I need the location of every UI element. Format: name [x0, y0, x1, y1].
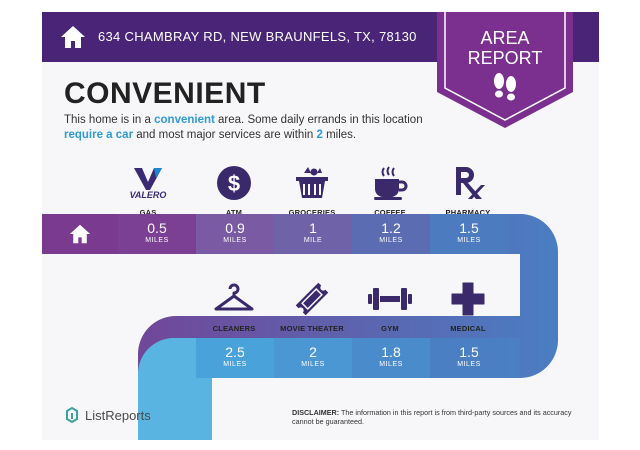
- distance-cell-pharmacy: 1.5 MILES: [430, 214, 508, 254]
- dumbbell-icon: [368, 288, 412, 310]
- distance-unit: MILES: [301, 361, 325, 368]
- badge-line-2: REPORT: [467, 48, 543, 68]
- distance-value: 1: [309, 220, 317, 236]
- valero-wordmark: VALERO: [130, 190, 167, 200]
- distance-band-row1: 0.5 MILES 0.9 MILES 1 MILE 1.2 MILES 1.5…: [42, 214, 520, 254]
- service-coffee: COFFEE: [350, 164, 430, 217]
- desc-text-3: and most major services are within: [133, 129, 317, 141]
- service-label: GROCERIES: [288, 208, 336, 217]
- service-label: MOVIE THEATER: [280, 324, 344, 333]
- distance-cell-gym: 1.8 MILES: [352, 338, 430, 378]
- service-label: CLEANERS: [212, 324, 256, 333]
- footprints-icon: [494, 73, 516, 101]
- service-gym: GYM: [350, 280, 430, 333]
- service-movie-theater: MOVIE THEATER: [272, 280, 352, 333]
- service-label: GAS: [139, 208, 157, 217]
- distance-unit: MILES: [457, 361, 481, 368]
- listreports-logo-text: ListReports: [85, 407, 151, 423]
- distance-value: 2: [309, 344, 317, 360]
- disclaimer-label: DISCLAIMER:: [292, 408, 340, 417]
- distance-cell-coffee: 1.2 MILES: [352, 214, 430, 254]
- distance-unit: MILES: [145, 237, 169, 244]
- distance-value: 1.2: [381, 220, 401, 236]
- area-report-badge: AREA REPORT: [437, 12, 573, 132]
- badge-line-1: AREA: [480, 28, 530, 48]
- svg-text:$: $: [228, 171, 240, 196]
- service-label: PHARMACY: [445, 208, 491, 217]
- distance-cell-atm: 0.9 MILES: [196, 214, 274, 254]
- service-label: COFFEE: [374, 208, 406, 217]
- desc-highlight-2: require a car: [64, 129, 134, 141]
- distance-cell-groceries: 1 MILE: [274, 214, 352, 254]
- valero-logo: VALERO: [130, 168, 167, 200]
- rx-icon: [456, 167, 485, 199]
- desc-text-2: area. Some daily errands in this locatio…: [214, 114, 423, 126]
- service-medical: MEDICAL: [428, 280, 508, 333]
- distance-value: 0.5: [147, 220, 167, 236]
- disclaimer-text: The information in this report is from t…: [292, 408, 572, 426]
- service-gas: VALERO GAS: [108, 164, 188, 217]
- distance-cell-cleaners: 2.5 MILES: [196, 338, 274, 378]
- distance-value: 0.9: [225, 220, 245, 236]
- distance-unit: MILES: [379, 361, 403, 368]
- home-icon: [69, 224, 91, 244]
- listreports-logo-icon: [66, 407, 78, 423]
- distance-value: 1.5: [459, 344, 479, 360]
- distance-cell-medical: 1.5 MILES: [430, 338, 508, 378]
- distance-band-row2: 2.5 MILES 2 MILES 1.8 MILES 1.5 MILES: [196, 338, 520, 378]
- address-text: 634 CHAMBRAY RD, NEW BRAUNFELS, TX, 7813…: [98, 29, 417, 44]
- distance-unit: MILES: [223, 361, 247, 368]
- desc-highlight-1: convenient: [154, 114, 215, 126]
- listreports-logo: ListReports: [64, 407, 151, 423]
- distance-unit: MILES: [379, 237, 403, 244]
- ticket-icon: [295, 282, 329, 316]
- service-groceries: GROCERIES: [272, 164, 352, 217]
- hanger-icon: [214, 283, 254, 311]
- desc-text-1: This home is in a: [64, 114, 155, 126]
- basket-icon: [296, 167, 328, 198]
- disclaimer: DISCLAIMER: The information in this repo…: [292, 408, 582, 426]
- desc-highlight-3: 2: [316, 129, 323, 141]
- distance-unit: MILES: [223, 237, 247, 244]
- service-label: MEDICAL: [450, 324, 486, 333]
- service-label: ATM: [225, 208, 243, 217]
- service-cleaners: CLEANERS: [194, 280, 274, 333]
- report-card: 634 CHAMBRAY RD, NEW BRAUNFELS, TX, 7813…: [42, 12, 599, 440]
- service-pharmacy: PHARMACY: [428, 164, 508, 217]
- dollar-icon: $: [217, 166, 251, 200]
- coffee-cup-icon: [374, 166, 408, 200]
- distance-value: 1.5: [459, 220, 479, 236]
- distance-value: 2.5: [225, 344, 245, 360]
- desc-text-4: miles.: [322, 129, 357, 141]
- service-atm: $ ATM: [194, 164, 274, 217]
- distance-unit: MILES: [457, 237, 481, 244]
- page-title: CONVENIENT: [64, 77, 266, 110]
- distance-cell-movie-theater: 2 MILES: [274, 338, 352, 378]
- distance-unit: MILE: [303, 237, 323, 244]
- medical-cross-icon: [451, 282, 485, 316]
- home-cell: [42, 214, 118, 254]
- distance-value: 1.8: [381, 344, 401, 360]
- service-label: GYM: [381, 324, 399, 333]
- description: This home is in a convenient area. Some …: [64, 113, 454, 143]
- home-icon: [61, 26, 85, 48]
- distance-cell-gas: 0.5 MILES: [118, 214, 196, 254]
